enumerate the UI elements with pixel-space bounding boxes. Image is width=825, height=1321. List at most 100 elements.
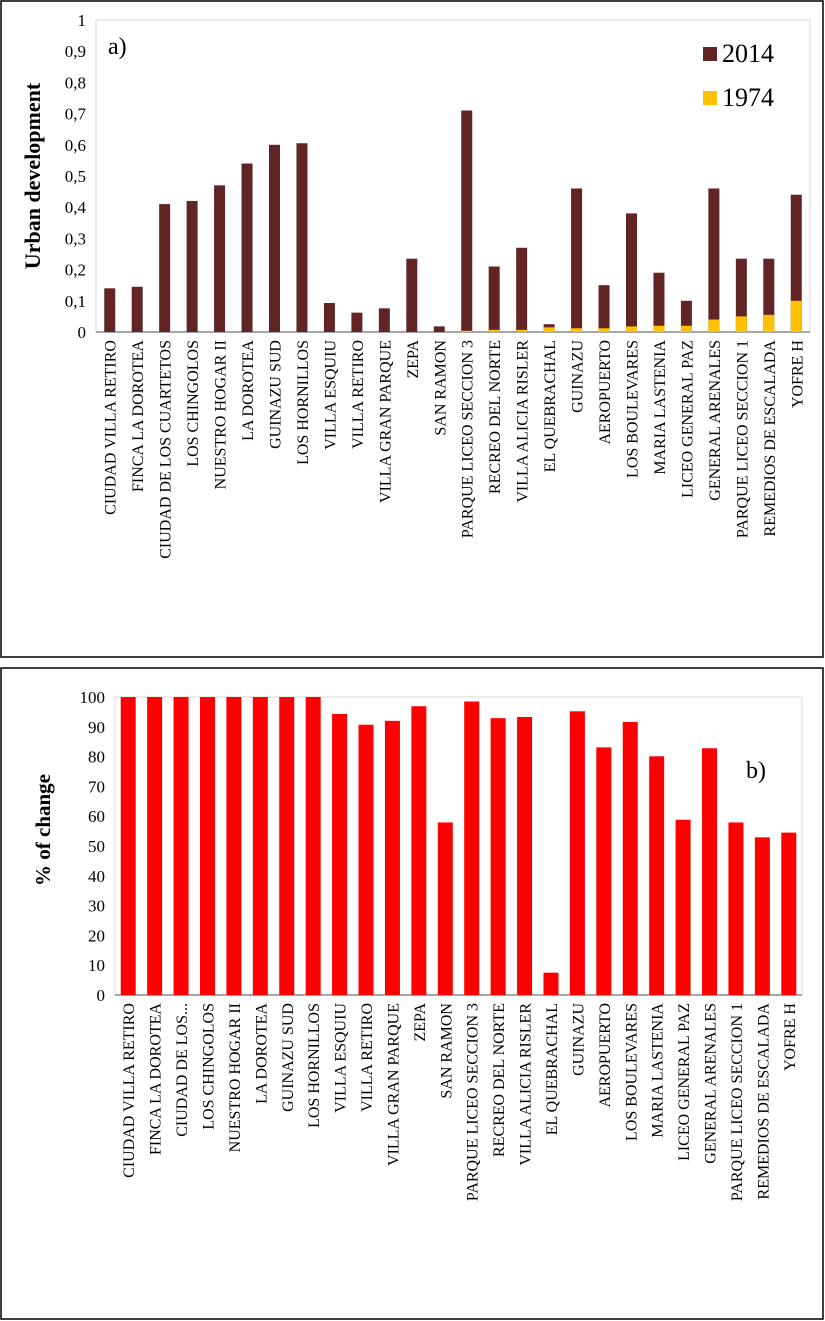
bar-1974: [735, 316, 747, 332]
legend-label-2014: 2014: [722, 39, 774, 68]
chart-a: 0 0,1 0,2 0,3 0,4 0,5 0,6 0,7 0,8 0,9 1 Urban devel…: [20, 11, 811, 559]
y-tick-label: 0,4: [65, 198, 87, 217]
x-tick-label: GUINAZU SUD: [268, 340, 285, 449]
x-tick-label: LOS CHINGOLOS: [200, 1003, 217, 1130]
bar--of-change: [728, 822, 744, 995]
x-tick-label: LICEO GENERAL PAZ: [679, 340, 696, 498]
x-tick-label: CIUDAD VILLA RETIRO: [121, 1003, 138, 1178]
bar--of-change: [226, 697, 242, 995]
y-tick-label: 30: [88, 897, 105, 916]
x-tick-label: VILLA RETIRO: [350, 340, 367, 449]
plot-area: [114, 696, 803, 996]
bar--of-change: [543, 972, 559, 995]
panel-label: a): [108, 34, 127, 60]
panel-a-border: [0, 0, 824, 658]
y-tick-label: 50: [88, 837, 105, 856]
x-tick-label: VILLA GRAN PARQUE: [377, 340, 394, 503]
x-tick-label: ZEPA: [405, 340, 422, 379]
y-tick-label: 0: [97, 986, 106, 1005]
x-tick-label: VILLA ALICIA RISLER: [515, 340, 532, 503]
bar--of-change: [147, 697, 163, 995]
bar-2014: [708, 188, 720, 332]
y-tick-label: 0,3: [65, 229, 86, 248]
bar-2014: [763, 258, 775, 332]
x-tick-label: GUINAZU SUD: [280, 1003, 297, 1112]
x-tick-label: EL QUEBRACHAL: [542, 340, 559, 472]
bar-1974: [708, 319, 720, 332]
bar--of-change: [464, 701, 480, 995]
y-tick-label: 0: [78, 323, 87, 342]
x-tick-label: CIUDAD DE LOS CUARTETOS: [158, 340, 175, 559]
x-tick-label: GUINAZU: [570, 340, 587, 413]
x-tick-label: SAN RAMON: [432, 340, 449, 436]
bar-2014: [159, 204, 171, 332]
y-tick-label: 40: [88, 867, 105, 886]
x-tick-label: ZEPA: [412, 1003, 429, 1042]
y-tick-label: 0,5: [65, 167, 86, 186]
bar-1974: [461, 330, 473, 332]
x-tick-label: CIUDAD DE LOS...: [174, 1003, 191, 1137]
x-tick-label: FINCA LA DOROTEA: [130, 340, 147, 492]
x-tick-label: VILLA ALICIA RISLER: [518, 1003, 535, 1166]
legend-swatch-2014: [703, 47, 717, 61]
bar--of-change: [437, 822, 453, 995]
bar-2014: [323, 302, 335, 332]
x-tick-label: LOS BOULEVARES: [623, 1003, 640, 1141]
x-tick-label: GENERAL ARENALES: [703, 1003, 720, 1164]
x-tick-label: LA DOROTEA: [253, 1003, 270, 1104]
bar--of-change: [279, 697, 295, 995]
x-tick-label: FINCA LA DOROTEA: [148, 1003, 165, 1155]
bar-2014: [351, 312, 363, 332]
y-tick-label: 70: [88, 777, 105, 796]
bar--of-change: [305, 697, 321, 995]
x-tick-label: VILLA ESQUIU: [333, 1003, 350, 1113]
bar-2014: [406, 258, 418, 332]
bar--of-change: [702, 748, 718, 995]
bar-2014: [571, 188, 583, 332]
bar--of-change: [517, 716, 533, 995]
bar-2014: [653, 272, 665, 332]
x-tick-label: VILLA GRAN PARQUE: [385, 1003, 402, 1166]
y-tick-label: 0,6: [65, 136, 86, 155]
bar-1974: [653, 325, 665, 332]
x-tick-label: LOS HORNILLOS: [295, 340, 312, 465]
x-tick-label: YOFRE H: [789, 340, 806, 408]
x-tick-label: RECREO DEL NORTE: [487, 340, 504, 494]
x-tick-label: PARQUE LICEO SECCION 1: [734, 340, 751, 538]
x-tick-label: LA DOROTEA: [240, 340, 257, 441]
bar-2014: [735, 258, 747, 332]
y-tick-label: 10: [88, 956, 105, 975]
y-tick-label: 80: [88, 748, 105, 767]
x-tick-label: NUESTRO HOGAR II: [227, 1003, 244, 1152]
bar--of-change: [490, 718, 506, 995]
y-tick-label: 90: [88, 718, 105, 737]
x-tick-label: CIUDAD VILLA RETIRO: [103, 340, 120, 515]
bar--of-change: [781, 832, 797, 995]
bar--of-change: [622, 722, 638, 995]
y-tick-label: 20: [88, 926, 105, 945]
x-tick-label: REMEDIOS DE ESCALADA: [755, 1003, 772, 1200]
plot-area: [95, 19, 811, 333]
bar--of-change: [120, 697, 136, 995]
bar--of-change: [411, 706, 427, 995]
bar-2014: [378, 308, 390, 332]
bar-2014: [214, 185, 226, 332]
panel-label: b): [746, 758, 766, 784]
bar--of-change: [754, 837, 770, 995]
x-tick-label: LICEO GENERAL PAZ: [676, 1003, 693, 1161]
x-tick-label: GENERAL ARENALES: [707, 340, 724, 501]
legend-swatch-1974: [703, 91, 717, 105]
bar--of-change: [199, 697, 215, 995]
bar-2014: [296, 143, 308, 332]
bar-2014: [598, 285, 610, 332]
bar-2014: [516, 247, 528, 332]
bar--of-change: [252, 697, 268, 995]
panel-b-border: [0, 667, 824, 1320]
bar-1974: [598, 328, 610, 332]
y-tick-label: 0,1: [65, 292, 86, 311]
bar-2014: [131, 286, 143, 332]
y-tick-label: 0,2: [65, 261, 86, 280]
bar--of-change: [384, 720, 400, 995]
x-tick-label: GUINAZU: [570, 1003, 587, 1076]
